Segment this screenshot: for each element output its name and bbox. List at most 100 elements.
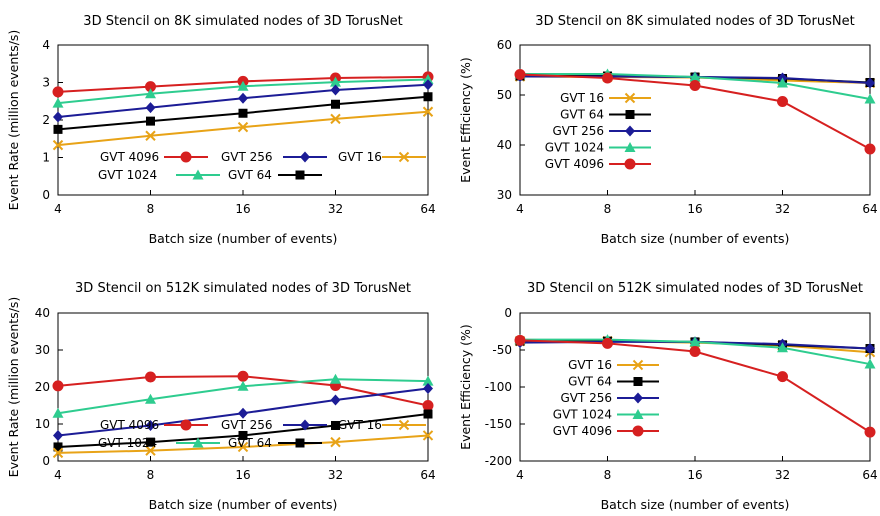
- legend-label-gvt-1024: GVT 1024: [98, 168, 157, 182]
- legend-marker: [632, 425, 644, 437]
- x-tick-label: 32: [775, 202, 790, 216]
- x-tick-label: 4: [516, 202, 524, 216]
- data-point: [145, 88, 156, 99]
- chart-title: 3D Stencil on 8K simulated nodes of 3D T…: [535, 14, 854, 29]
- y-tick-label: 2: [42, 113, 50, 127]
- data-point: [330, 394, 341, 406]
- data-point: [689, 336, 701, 347]
- legend: GVT 16 GVT 64 GVT 256 GVT 1024 GVT 4096: [545, 91, 651, 171]
- y-tick-label: 10: [35, 417, 50, 431]
- data-point: [777, 96, 788, 107]
- data-point: [422, 74, 434, 84]
- legend-marker: [180, 151, 192, 163]
- legend-label-gvt-256: GVT 256: [221, 418, 273, 432]
- data-point: [238, 407, 248, 419]
- x-tick-label: 64: [862, 468, 877, 482]
- x-tick-label: 64: [420, 468, 435, 482]
- series-gvt-4096: [514, 334, 876, 438]
- legend-label-gvt-16: GVT 16: [560, 91, 604, 105]
- x-tick-label: 32: [328, 468, 343, 482]
- series-gvt-4096: [52, 370, 434, 411]
- data-point: [422, 430, 434, 441]
- data-point: [145, 445, 156, 456]
- data-point: [237, 80, 249, 91]
- data-point: [52, 139, 64, 151]
- series-gvt-64: [53, 409, 433, 452]
- legend-marker: [625, 110, 635, 119]
- y-tick-label: 40: [35, 306, 50, 320]
- data-point: [53, 429, 63, 441]
- data-point: [53, 111, 63, 123]
- legend-label-gvt-1024: GVT 1024: [98, 436, 157, 450]
- data-point: [237, 121, 249, 133]
- data-point: [330, 76, 341, 87]
- data-point: [145, 130, 156, 141]
- data-point: [52, 407, 64, 418]
- legend-marker: [300, 419, 310, 431]
- data-point: [238, 92, 248, 104]
- x-tick-label: 8: [147, 202, 155, 216]
- data-point: [864, 358, 876, 369]
- data-point: [53, 124, 63, 134]
- y-tick-label: -50: [492, 343, 512, 357]
- legend-label-gvt-64: GVT 64: [568, 375, 612, 389]
- y-axis-label: Event Efficiency (%): [458, 57, 473, 183]
- data-point: [777, 371, 788, 383]
- chart-panel-1: 3D Stencil on 8K simulated nodes of 3D T…: [6, 14, 436, 246]
- data-point: [330, 84, 341, 96]
- data-point: [146, 437, 155, 447]
- data-point: [423, 79, 433, 91]
- legend-marker: [632, 359, 644, 371]
- data-point: [689, 71, 701, 82]
- data-point: [331, 420, 340, 430]
- x-tick-label: 32: [328, 202, 343, 216]
- x-tick-label: 64: [862, 202, 877, 216]
- legend-label-gvt-256: GVT 256: [560, 391, 612, 405]
- y-tick-label: 30: [35, 343, 50, 357]
- y-tick-label: -200: [485, 454, 512, 468]
- y-tick-label: 3: [42, 76, 50, 90]
- y-tick-label: 30: [497, 188, 512, 202]
- data-point: [237, 441, 249, 453]
- y-axis-label: Event Efficiency (%): [458, 324, 473, 450]
- data-point: [514, 334, 526, 346]
- legend: GVT 16 GVT 64 GVT 256 GVT 1024 GVT 4096: [553, 358, 659, 438]
- series-gvt-256: [53, 79, 433, 123]
- chart-title: 3D Stencil on 512K simulated nodes of 3D…: [75, 281, 411, 296]
- legend: GVT 4096 GVT 256 GVT 16 GVT 1024 GVT 64: [98, 418, 426, 450]
- y-tick-label: 1: [42, 151, 50, 165]
- y-tick-label: -100: [485, 380, 512, 394]
- data-point: [865, 77, 875, 89]
- legend-label-gvt-1024: GVT 1024: [545, 141, 604, 155]
- data-point: [864, 426, 876, 438]
- data-point: [145, 371, 156, 383]
- series-gvt-4096: [514, 69, 876, 155]
- data-point: [423, 92, 433, 102]
- chart-panel-2: 3D Stencil on 8K simulated nodes of 3D T…: [458, 14, 878, 246]
- legend-marker: [295, 438, 305, 448]
- legend-label-gvt-16: GVT 16: [568, 358, 612, 372]
- x-axis-label: Batch size (number of events): [601, 497, 790, 512]
- legend-label-gvt-4096: GVT 4096: [100, 418, 159, 432]
- legend-label-gvt-64: GVT 64: [228, 436, 272, 450]
- chart-panel-4: 3D Stencil on 512K simulated nodes of 3D…: [458, 281, 878, 512]
- legend-marker: [192, 437, 204, 448]
- data-point: [864, 143, 876, 155]
- legend-label-gvt-256: GVT 256: [221, 150, 273, 164]
- legend-label-gvt-64: GVT 64: [228, 168, 272, 182]
- legend-marker: [624, 142, 636, 152]
- data-point: [146, 116, 155, 126]
- series-gvt-1024: [52, 74, 434, 108]
- data-point: [422, 106, 434, 117]
- x-tick-label: 8: [147, 468, 155, 482]
- x-tick-label: 64: [420, 202, 435, 216]
- y-tick-label: 0: [504, 306, 512, 320]
- x-tick-label: 8: [604, 468, 612, 482]
- y-tick-label: 40: [497, 138, 512, 152]
- legend-marker: [632, 409, 644, 419]
- data-point: [331, 99, 340, 109]
- data-point: [689, 345, 701, 357]
- data-point: [423, 409, 433, 419]
- data-point: [145, 419, 156, 431]
